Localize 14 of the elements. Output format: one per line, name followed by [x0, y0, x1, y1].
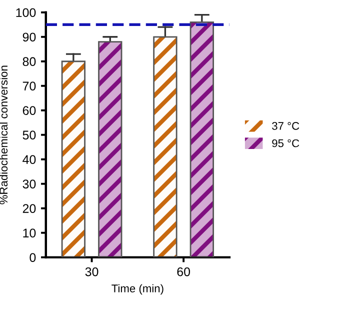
legend-label: 95 °C	[272, 139, 300, 148]
y-tick-label: 20	[22, 204, 36, 213]
x-axis-title: Time (min)	[112, 284, 164, 295]
legend-label: 37 °C	[272, 122, 300, 130]
y-tick-label: 30	[22, 180, 36, 188]
y-tick-label: 80	[22, 57, 36, 66]
y-tick-label: 10	[23, 228, 36, 238]
y-tick-label: 50	[22, 130, 36, 140]
y-tick-label: 60	[22, 106, 36, 116]
y-tick-label: 40	[22, 155, 36, 164]
y-tick-label: 90	[22, 32, 36, 42]
y-tick-label: 0	[30, 253, 36, 262]
y-tick-label: 100	[16, 8, 36, 18]
y-tick-label: 70	[22, 82, 36, 91]
